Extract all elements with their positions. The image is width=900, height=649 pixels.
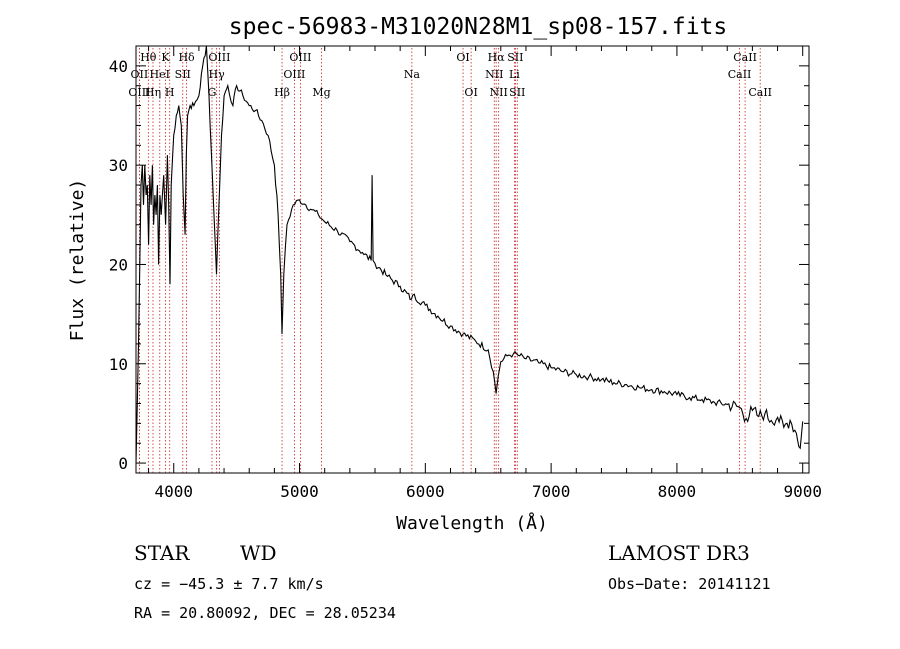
spectral-line-label: OIII bbox=[128, 86, 150, 99]
object-class: STAR bbox=[134, 541, 190, 565]
spectral-line-label: CaII bbox=[728, 68, 752, 81]
spectral-line-label: K bbox=[161, 51, 170, 64]
survey-name: LAMOST DR3 bbox=[608, 541, 750, 565]
x-tick-label: 8000 bbox=[658, 482, 697, 501]
spectral-line-label: Hθ bbox=[140, 51, 157, 64]
spectral-line-label: OI bbox=[456, 51, 469, 64]
spectral-line-label: Li bbox=[509, 68, 520, 81]
x-tick-label: 7000 bbox=[532, 482, 571, 501]
y-tick-label: 30 bbox=[109, 156, 128, 175]
spectral-line-label: OIII bbox=[283, 68, 305, 81]
spectral-line-label: OII bbox=[131, 68, 149, 81]
x-tick-label: 9000 bbox=[783, 482, 822, 501]
y-axis-label: Flux (relative) bbox=[67, 179, 88, 342]
flux-series-line bbox=[135, 45, 804, 464]
spectral-line-label: Hδ bbox=[178, 51, 195, 64]
observation-date: Obs−Date: 20141121 bbox=[608, 575, 771, 593]
x-tick-label: 5000 bbox=[280, 482, 319, 501]
object-subclass: WD bbox=[240, 541, 277, 565]
spectral-line-label: CaII bbox=[748, 86, 772, 99]
spectral-line-label: OI bbox=[464, 86, 477, 99]
sky-coordinates: RA = 20.80092, DEC = 28.05234 bbox=[134, 604, 396, 622]
spectral-line-label: Mg bbox=[312, 86, 330, 99]
spectral-line-label: G bbox=[208, 86, 217, 99]
spectral-line-label: Na bbox=[404, 68, 421, 81]
spectral-line-label: HeI bbox=[150, 68, 170, 81]
spectral-line-label: NII bbox=[485, 68, 503, 81]
x-axis-label: Wavelength (Å) bbox=[396, 512, 548, 534]
plot-frame bbox=[135, 45, 810, 474]
spectral-line-label: SII bbox=[175, 68, 191, 81]
y-tick-label: 20 bbox=[109, 255, 128, 274]
x-tick-label: 4000 bbox=[154, 482, 193, 501]
spectral-line-label: CaII bbox=[733, 51, 757, 64]
y-tick-label: 10 bbox=[109, 355, 128, 374]
chart-title: spec-56983-M31020N28M1_sp08-157.fits bbox=[229, 14, 728, 40]
spectral-line-label: NII bbox=[490, 86, 508, 99]
y-axis-ticks: 0 10 20 30 40 bbox=[109, 57, 809, 473]
redshift-velocity: cz = −45.3 ± 7.7 km/s bbox=[134, 575, 324, 593]
spectral-line-label: SII bbox=[509, 86, 525, 99]
spectral-line-label: Hβ bbox=[274, 86, 290, 99]
spectral-line-label: H bbox=[165, 86, 175, 99]
y-tick-label: 0 bbox=[118, 454, 128, 473]
spectral-line-markers bbox=[138, 48, 761, 473]
spectral-line-label: SII bbox=[507, 51, 523, 64]
x-tick-label: 6000 bbox=[406, 482, 445, 501]
spectral-line-label: Hγ bbox=[209, 68, 226, 81]
spectral-line-label: OIII bbox=[289, 51, 311, 64]
spectral-line-label: Hα bbox=[488, 51, 506, 64]
x-axis-ticks: 4000 5000 6000 7000 8000 9000 bbox=[148, 46, 822, 501]
spectral-line-label: OIII bbox=[208, 51, 230, 64]
y-tick-label: 40 bbox=[109, 57, 128, 76]
spectral-line-label: Hη bbox=[145, 86, 161, 99]
